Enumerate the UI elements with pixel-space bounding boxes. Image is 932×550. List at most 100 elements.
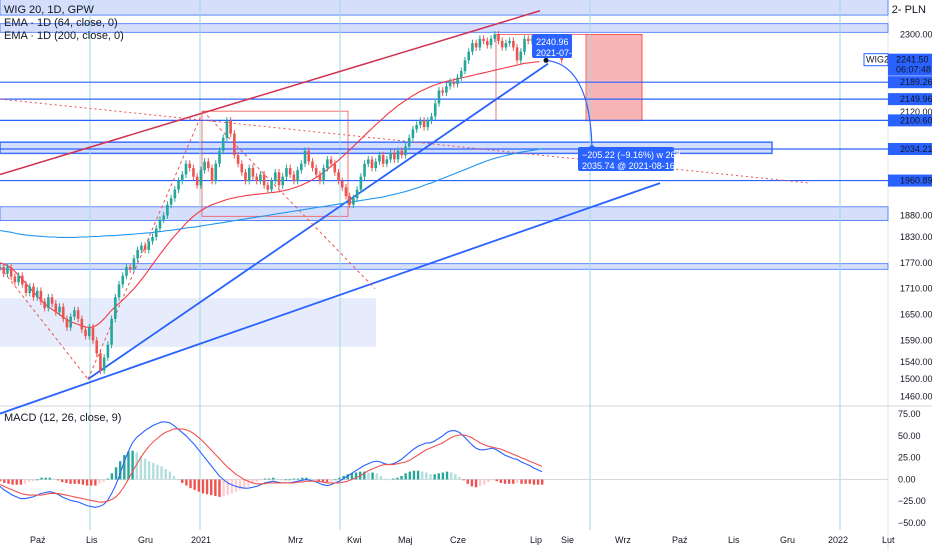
candle-body [91, 327, 95, 341]
macd-histogram-bar [288, 479, 292, 481]
price-marker-box [888, 174, 932, 187]
candle-body [385, 159, 389, 164]
candle-body [43, 301, 46, 309]
candle-body [344, 187, 348, 197]
candle-body [415, 124, 418, 130]
macd-histogram-bar [412, 470, 416, 480]
macd-histogram-bar [222, 479, 225, 497]
candle-body [132, 258, 136, 270]
candle-body [366, 159, 370, 164]
candle-body [210, 168, 214, 181]
projection-badge-text: 2035.74 @ 2021-08-16 [582, 161, 675, 171]
macd-histogram-bar [483, 479, 486, 485]
candle-body [17, 275, 20, 283]
macd-histogram-bar [330, 479, 333, 482]
candle-body [0, 267, 2, 269]
macd-histogram-bar [94, 479, 97, 486]
candle-body [471, 43, 474, 52]
candle-body [500, 40, 504, 48]
candle-body [422, 120, 426, 128]
macd-histogram-bar [44, 477, 47, 480]
time-tick-label: Lut [882, 535, 895, 545]
candle-body [203, 161, 206, 171]
range-box [201, 110, 349, 217]
macd-histogram-bar [466, 479, 469, 484]
candle-body [207, 161, 210, 169]
candle-body [486, 40, 489, 46]
time-tick-label: Lis [86, 535, 98, 545]
price-marker-label: 2100.60 [900, 115, 932, 125]
zone-band [0, 141, 773, 155]
candle-body [233, 133, 236, 156]
time-tick-label: Lip [530, 535, 542, 545]
price-marker-box [888, 76, 932, 89]
candle-body [307, 150, 311, 162]
candle-body [199, 170, 203, 186]
candle-body [117, 284, 121, 298]
candle-body [218, 150, 221, 164]
macd-histogram-bar [325, 479, 329, 483]
candle-body [110, 318, 113, 345]
macd-tick-label: 75.00 [898, 409, 921, 419]
candle-body [459, 71, 463, 78]
candle-body [456, 77, 459, 85]
candle-body [333, 163, 337, 173]
macd-histogram-bar [408, 471, 412, 480]
candle-body [445, 86, 448, 93]
candle-body [404, 146, 407, 156]
candle-body [288, 168, 292, 175]
candle-body [225, 120, 229, 138]
ema64-line [0, 61, 540, 328]
time-tick-label: Lis [728, 535, 740, 545]
candle-body [214, 163, 218, 181]
macd-histogram-bar [52, 478, 56, 480]
price-marker-label: 1960.89 [900, 176, 932, 186]
candle-body [6, 267, 9, 274]
macd-histogram-bar [400, 475, 403, 480]
candle-body [292, 174, 296, 181]
candle-body [273, 172, 277, 181]
last-price-label: 2241.50 [896, 55, 929, 65]
candle-body [489, 38, 493, 46]
macd-histogram-bar [280, 479, 283, 481]
candle-body [166, 204, 169, 216]
projection-badge-box [578, 147, 674, 171]
candle-body [47, 297, 50, 309]
candle-body [337, 172, 340, 181]
macd-histogram-bar [23, 479, 27, 484]
candle-body [270, 180, 273, 190]
candle-body [125, 267, 128, 276]
candle-body [240, 163, 244, 173]
macd-histogram-bar [156, 464, 159, 480]
candle-body [21, 275, 24, 285]
candle-body [24, 284, 28, 293]
candle-body [515, 47, 519, 61]
candle-body [136, 249, 139, 259]
macd-histogram-bar [263, 478, 267, 480]
candle-body [128, 267, 132, 270]
macd-histogram-bar [396, 477, 399, 480]
price-tick-label: 1770.00 [900, 258, 932, 268]
macd-histogram-bar [168, 471, 172, 480]
candle-body [378, 155, 381, 162]
macd-tick-label: 0.00 [898, 474, 916, 484]
macd-histogram-bar [201, 479, 205, 494]
macd-histogram-bar [189, 479, 192, 489]
macd-histogram-bar [416, 470, 420, 480]
candle-body [285, 168, 288, 177]
candle-body [452, 81, 456, 85]
resistance-trendline [0, 10, 541, 176]
candle-body [76, 310, 80, 319]
candle-body [229, 120, 232, 134]
price-marker-label: 2149.96 [900, 94, 932, 104]
zone-band [0, 263, 889, 270]
candle-body [381, 155, 385, 164]
candle-body [99, 353, 102, 371]
macd-histogram-bar [425, 472, 428, 480]
time-tick-label: Sie [561, 535, 574, 545]
price-marker-box [888, 142, 932, 155]
